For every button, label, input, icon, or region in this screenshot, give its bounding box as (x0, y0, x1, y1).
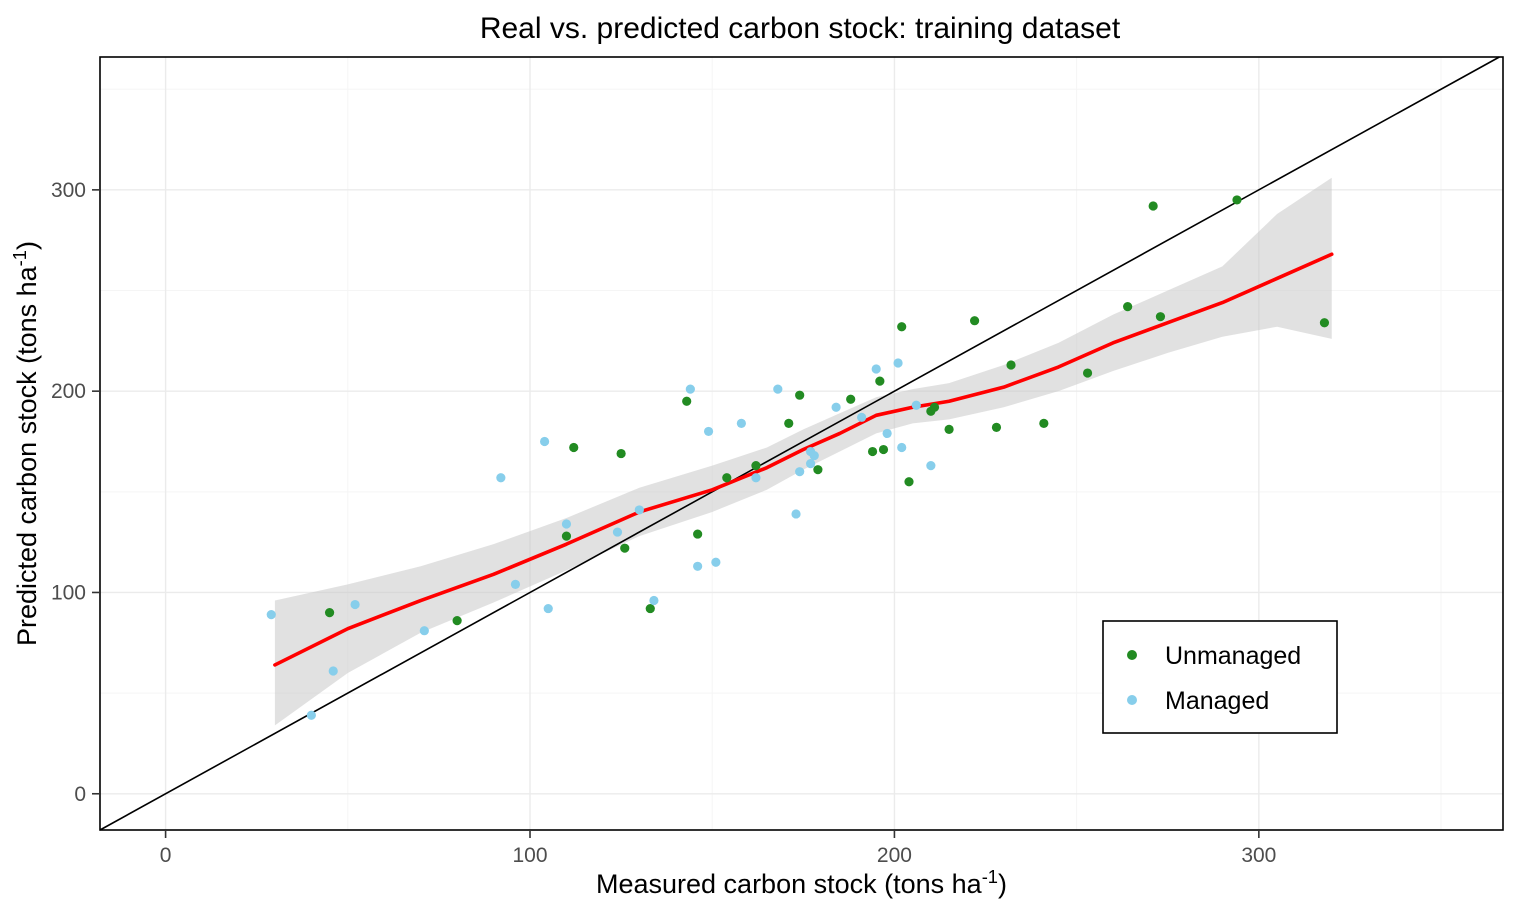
data-point-unmanaged (944, 424, 954, 435)
data-point-managed (306, 710, 316, 720)
y-tick-label: 100 (51, 581, 86, 604)
data-point-unmanaged (682, 396, 692, 406)
data-point-managed (871, 364, 881, 374)
data-point-unmanaged (1039, 418, 1049, 428)
data-point-managed (831, 402, 841, 412)
data-point-managed (911, 400, 921, 410)
data-point-managed (496, 473, 506, 483)
chart-title: Real vs. predicted carbon stock: trainin… (480, 12, 1121, 45)
data-point-unmanaged (1082, 368, 1093, 378)
data-point-unmanaged (452, 616, 462, 626)
data-point-managed (882, 428, 892, 439)
x-tick-label: 200 (877, 844, 912, 867)
smooth-line (273, 252, 1334, 667)
data-point-managed (736, 418, 746, 428)
data-point-unmanaged (784, 418, 794, 428)
data-point-unmanaged (878, 444, 889, 455)
data-point-managed (510, 579, 521, 590)
data-point-managed (857, 412, 867, 422)
legend-box (1102, 620, 1338, 734)
y-tick-label: 200 (51, 380, 86, 403)
data-point-managed (543, 603, 553, 614)
data-point-managed (634, 505, 644, 515)
data-point-managed (328, 666, 338, 676)
data-point-managed (703, 426, 714, 437)
y-tick-label: 300 (51, 179, 86, 202)
y-tick-label: 0 (74, 783, 86, 806)
data-point-unmanaged (569, 442, 579, 453)
data-point-unmanaged (1148, 201, 1158, 211)
data-point-managed (773, 384, 783, 394)
data-point-unmanaged (751, 461, 761, 471)
y-axis-title: Predicted carbon stock (tons ha-1) (9, 241, 42, 646)
data-point-managed (751, 473, 761, 483)
data-point-unmanaged (693, 529, 703, 539)
confidence-ribbon (274, 177, 1332, 726)
panel-border (99, 56, 1504, 831)
data-point-managed (806, 459, 816, 469)
data-point-unmanaged (813, 465, 823, 475)
data-point-managed (539, 436, 550, 447)
data-point-managed (926, 461, 936, 471)
data-point-unmanaged (1006, 360, 1016, 370)
data-point-unmanaged (620, 543, 630, 553)
data-point-managed (649, 595, 659, 606)
data-point-unmanaged (991, 422, 1002, 432)
legend: Unmanaged Managed (1102, 620, 1338, 734)
data-point-managed (266, 610, 276, 620)
data-point-managed (693, 561, 703, 571)
data-point-managed (685, 384, 695, 394)
data-point-managed (791, 509, 801, 519)
legend-label: Unmanaged (1165, 642, 1301, 670)
data-point-unmanaged (846, 394, 856, 404)
legend-key-managed (1127, 695, 1137, 705)
data-point-unmanaged (1155, 312, 1166, 322)
data-point-unmanaged (795, 390, 805, 400)
data-point-unmanaged (969, 316, 980, 326)
data-point-managed (897, 442, 907, 453)
data-point-managed (711, 557, 721, 567)
x-tick-label: 0 (160, 844, 172, 867)
legend-key-unmanaged (1127, 650, 1137, 660)
data-point-unmanaged (1319, 318, 1330, 328)
data-point-unmanaged (1123, 302, 1133, 312)
data-point-unmanaged (645, 603, 655, 614)
data-point-unmanaged (616, 448, 626, 459)
data-point-unmanaged (1232, 195, 1242, 205)
data-point-managed (350, 599, 360, 610)
data-point-unmanaged (867, 446, 878, 457)
data-point-managed (612, 527, 623, 537)
data-point-managed (809, 450, 819, 461)
legend-label: Managed (1165, 687, 1269, 715)
data-point-unmanaged (897, 322, 907, 332)
data-point-unmanaged (324, 607, 335, 618)
data-point-unmanaged (875, 376, 885, 386)
identity-line (99, 56, 1500, 831)
data-point-unmanaged (929, 402, 940, 412)
x-axis-title: Measured carbon stock (tons ha-1) (596, 866, 1007, 899)
data-point-managed (419, 626, 429, 636)
data-point-managed (795, 467, 805, 477)
data-point-managed (561, 519, 572, 529)
data-point-managed (893, 358, 903, 368)
x-tick-label: 300 (1241, 844, 1276, 867)
chart-plot-area: 0 100 200 300 0 100 200 300 Measured carbon stoc… (9, 56, 1504, 899)
x-tick-label: 100 (512, 844, 547, 867)
data-point-unmanaged (722, 473, 732, 483)
data-point-unmanaged (904, 477, 914, 487)
data-point-unmanaged (561, 531, 572, 541)
